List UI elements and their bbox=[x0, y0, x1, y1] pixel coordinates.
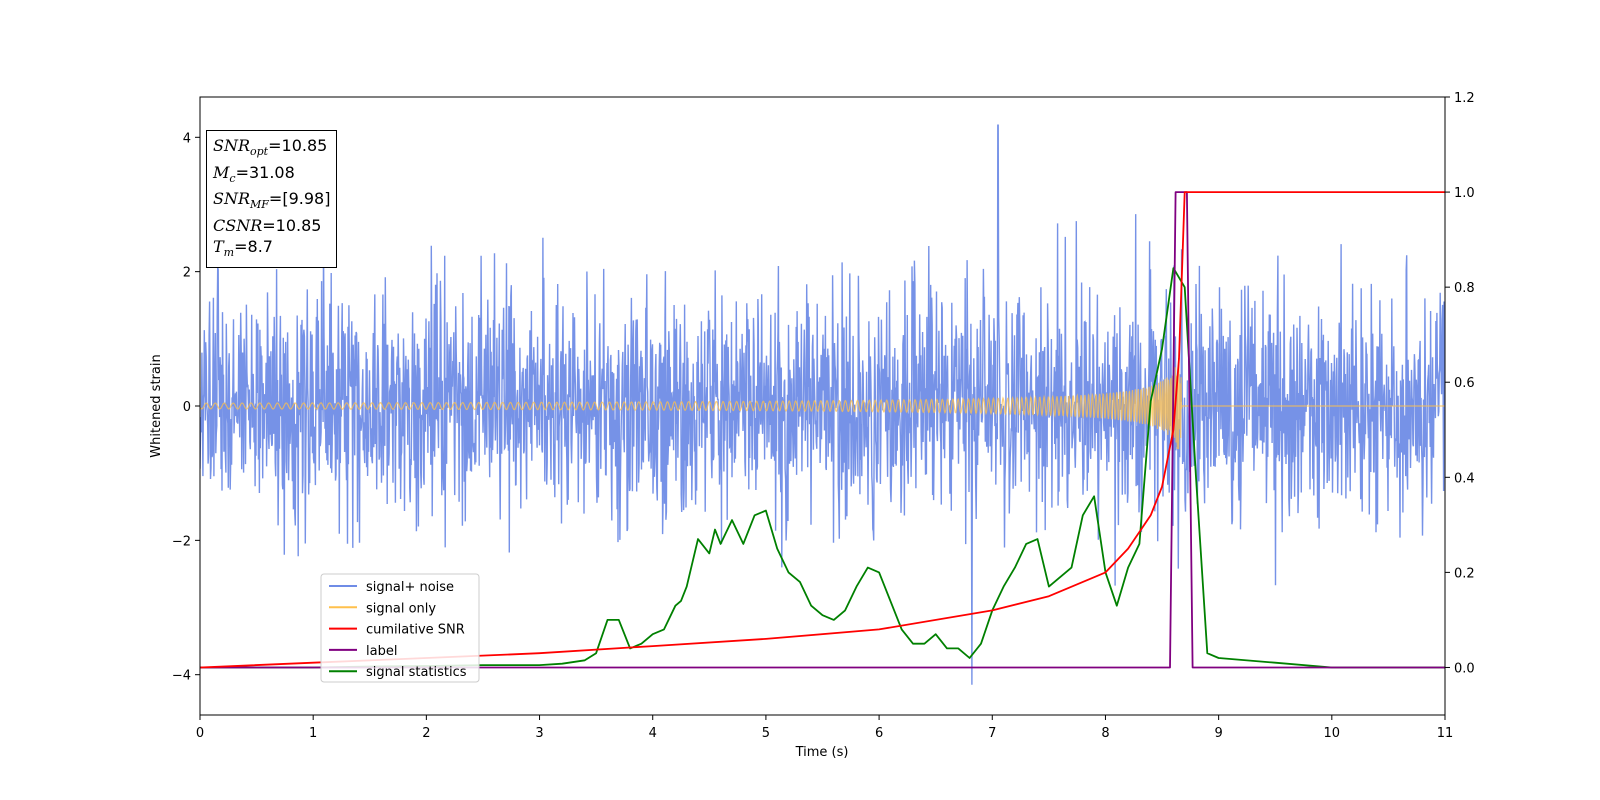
series-signal-only-line bbox=[200, 361, 1445, 450]
x-tick-label: 0 bbox=[196, 726, 204, 741]
info-snr-opt-sub: opt bbox=[250, 145, 269, 159]
y-tick-label: −2 bbox=[172, 534, 191, 549]
x-tick-label: 4 bbox=[649, 726, 657, 741]
legend-label: signal only bbox=[366, 601, 436, 616]
info-snr-opt-value: =10.85 bbox=[268, 136, 328, 155]
info-tm-value: =8.7 bbox=[234, 236, 273, 256]
y2-tick-label: 0.0 bbox=[1454, 661, 1475, 676]
info-mc-symbol: M bbox=[213, 162, 230, 182]
y-tick-label: −4 bbox=[172, 669, 191, 684]
legend-label: signal statistics bbox=[366, 665, 467, 680]
series-label-line bbox=[200, 191, 1445, 669]
x-tick-label: 6 bbox=[875, 726, 883, 741]
y-tick-label: 0 bbox=[183, 400, 191, 415]
info-mc-value: =31.08 bbox=[235, 162, 295, 182]
series-signal-noise-line bbox=[200, 124, 1445, 685]
y-axis-label: Whitened strain bbox=[149, 354, 164, 457]
info-snr-mf-symbol: SNR bbox=[213, 189, 251, 209]
y2-tick-label: 0.4 bbox=[1454, 471, 1475, 486]
info-tm-symbol: T bbox=[213, 236, 224, 256]
legend-label: signal+ noise bbox=[366, 580, 454, 595]
info-tm-sub: m bbox=[223, 245, 235, 259]
info-mc-sub: c bbox=[229, 171, 236, 185]
info-box: SNRopt=10.85 Mc=31.08 SNRMF=[9.98] CSNR=… bbox=[206, 130, 338, 269]
y2-tick-label: 0.8 bbox=[1454, 281, 1475, 296]
info-snr-opt: SNRopt=10.85 bbox=[213, 136, 330, 163]
info-tm: Tm=8.7 bbox=[213, 237, 330, 264]
x-tick-label: 9 bbox=[1214, 726, 1222, 741]
y2-tick-label: 1.2 bbox=[1454, 91, 1475, 106]
info-csnr-value: =10.85 bbox=[262, 216, 322, 236]
info-mc: Mc=31.08 bbox=[213, 163, 330, 190]
series-cumulative-snr-line bbox=[200, 191, 1445, 669]
x-tick-label: 7 bbox=[988, 726, 996, 741]
info-snr-mf-value: =[9.98] bbox=[268, 189, 331, 209]
info-snr-mf-sub: MF bbox=[250, 198, 269, 212]
x-tick-label: 11 bbox=[1437, 726, 1454, 741]
x-tick-label: 2 bbox=[422, 726, 430, 741]
x-tick-label: 8 bbox=[1101, 726, 1109, 741]
y2-tick-label: 1.0 bbox=[1454, 186, 1475, 201]
x-tick-label: 3 bbox=[535, 726, 543, 741]
legend-frame bbox=[320, 573, 480, 683]
y-tick-label: 2 bbox=[183, 266, 191, 281]
legend-label: label bbox=[366, 644, 397, 659]
y-tick-label: 4 bbox=[183, 131, 191, 146]
x-tick-label: 10 bbox=[1324, 726, 1341, 741]
info-csnr-symbol: CSNR bbox=[213, 216, 263, 236]
info-snr-opt-symbol: SNR bbox=[213, 136, 251, 155]
legend-label: cumilative SNR bbox=[366, 623, 465, 638]
y2-tick-label: 0.6 bbox=[1454, 376, 1475, 391]
x-tick-label: 5 bbox=[762, 726, 770, 741]
legend: signal+ noise signal only cumilative SNR la… bbox=[320, 573, 480, 683]
info-snr-mf: SNRMF=[9.98] bbox=[213, 189, 330, 216]
x-tick-label: 1 bbox=[309, 726, 317, 741]
y2-tick-label: 0.2 bbox=[1454, 566, 1475, 581]
info-csnr: CSNR=10.85 bbox=[213, 216, 330, 237]
series-signal-statistics-line bbox=[200, 267, 1445, 669]
x-axis-label: Time (s) bbox=[795, 745, 849, 760]
